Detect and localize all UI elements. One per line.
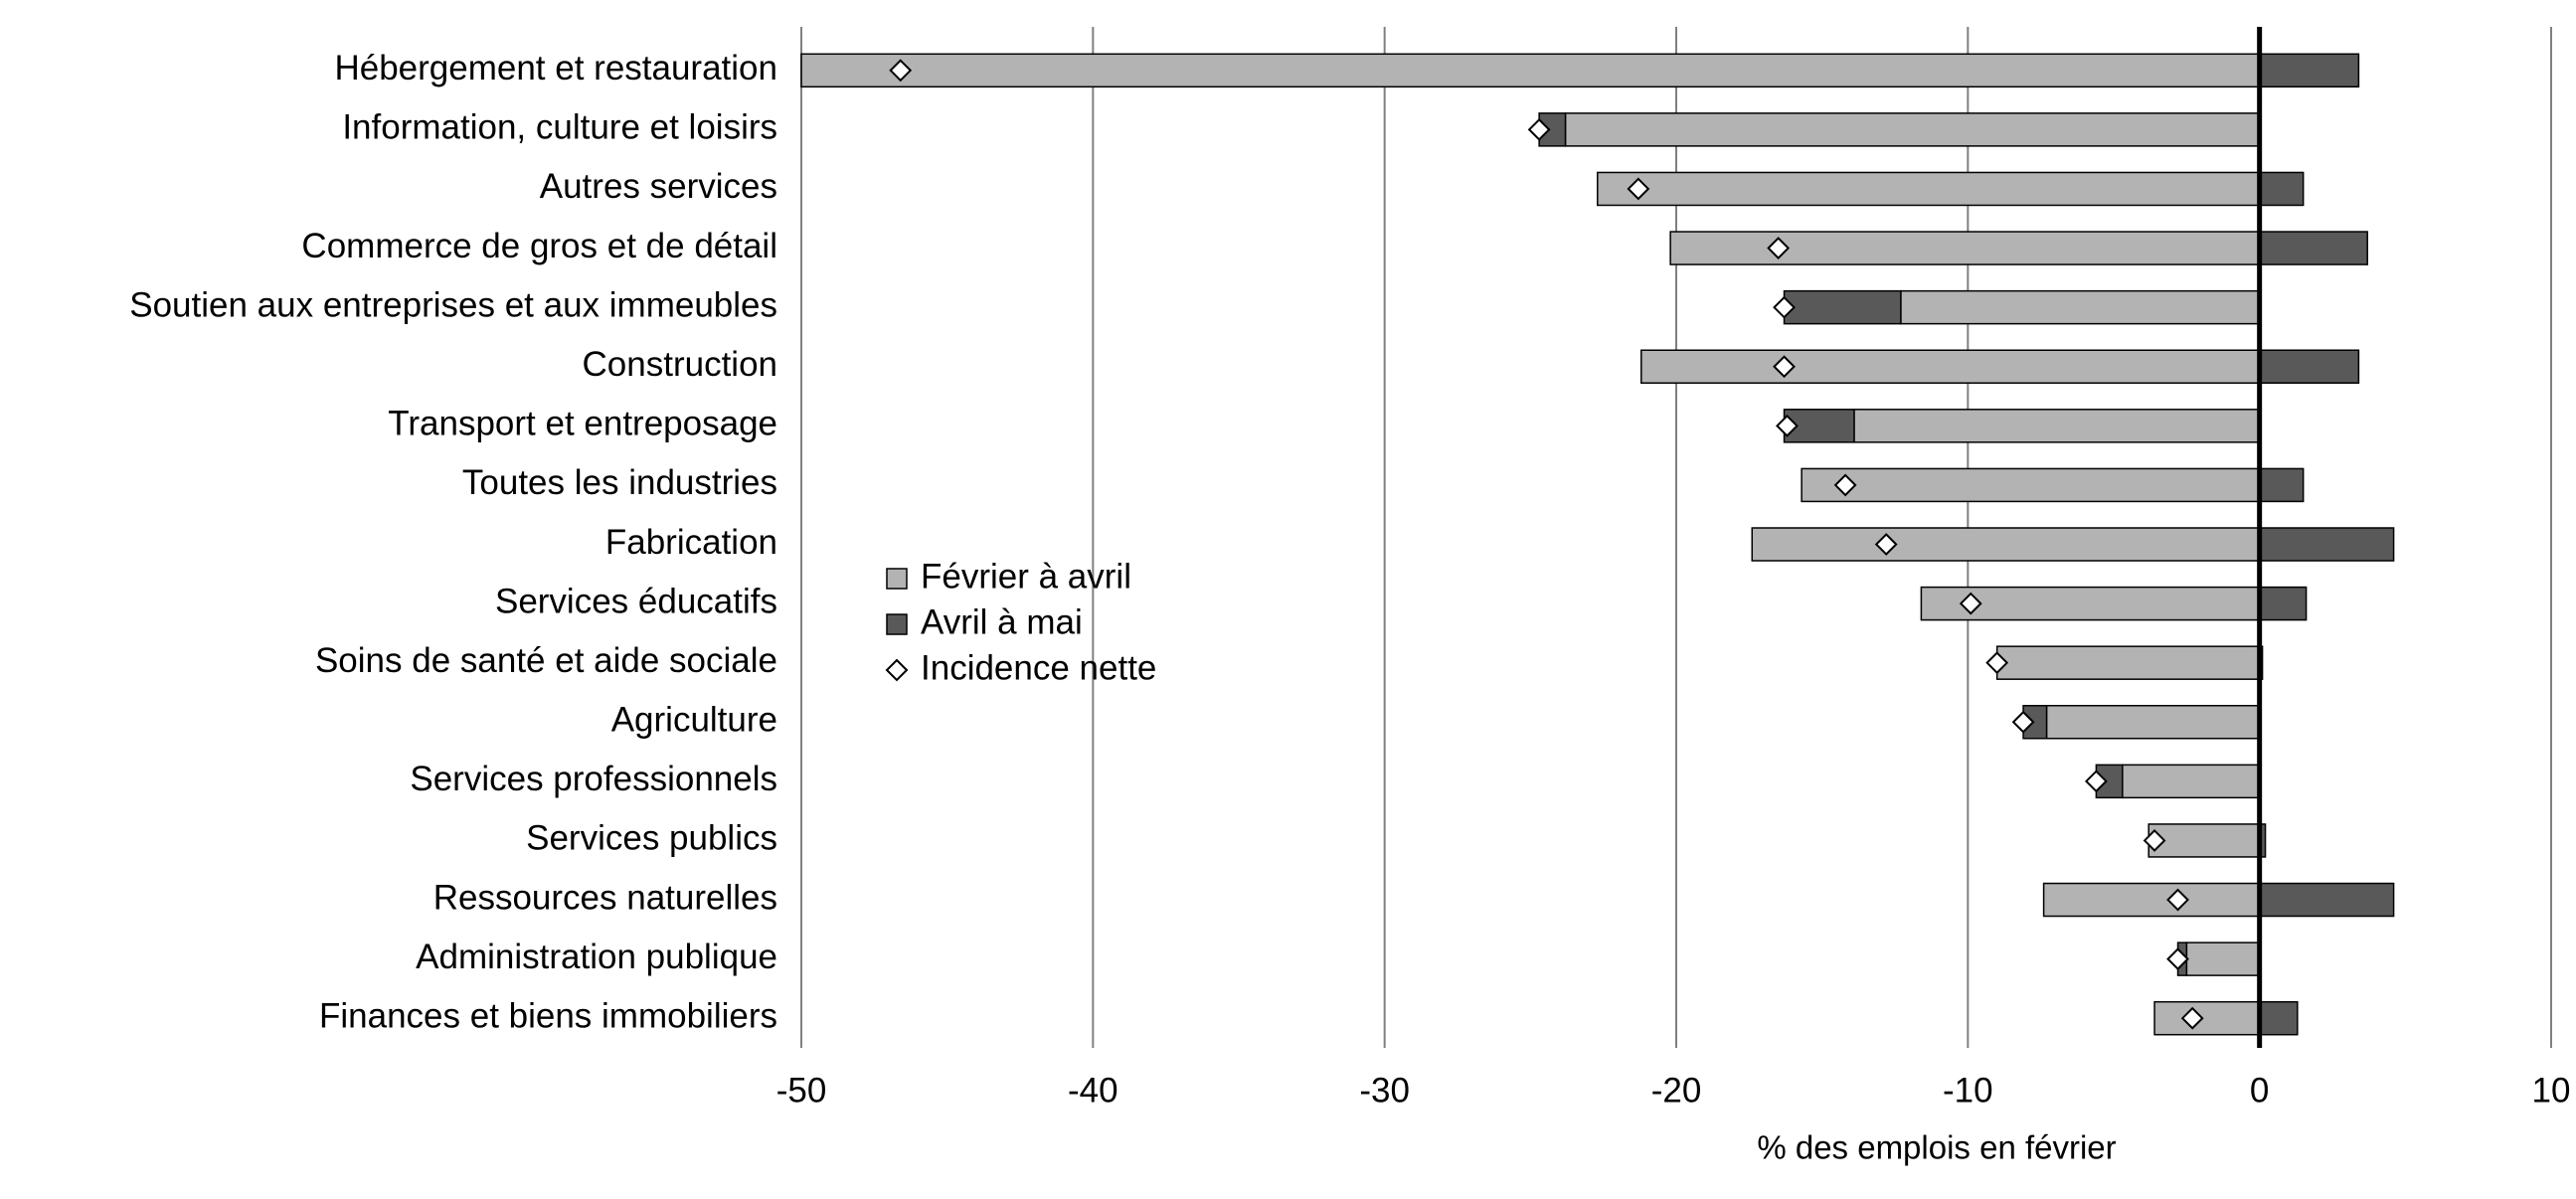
diamond-marker xyxy=(1773,355,1796,379)
diamond-marker xyxy=(889,59,913,83)
bar xyxy=(1751,527,2261,562)
bar xyxy=(2258,231,2368,265)
diamond-marker xyxy=(1527,117,1551,141)
x-axis-title: % des emplois en février xyxy=(1757,1129,2116,1166)
bar xyxy=(2122,764,2261,799)
y-tick-label: Information, culture et loisirs xyxy=(342,108,777,147)
bar xyxy=(2258,586,2308,621)
y-tick-label: Soutien aux entreprises et aux immeubles xyxy=(129,285,777,324)
bar xyxy=(1853,409,2261,443)
bar xyxy=(1669,231,2261,265)
y-tick-label: Services professionnels xyxy=(410,760,777,798)
x-tick-label: -40 xyxy=(1068,1071,1118,1110)
legend-swatch xyxy=(886,613,908,635)
bar xyxy=(1995,645,2261,680)
bar xyxy=(1564,112,2261,147)
bar xyxy=(2258,171,2305,207)
bar xyxy=(2153,1000,2261,1036)
diamond-marker xyxy=(1833,473,1857,497)
bar xyxy=(2045,705,2261,740)
bar xyxy=(2147,823,2261,858)
diamond-marker xyxy=(2143,829,2166,852)
bar xyxy=(2258,1000,2299,1036)
diamond-marker xyxy=(2166,947,2189,971)
legend-swatch xyxy=(886,568,908,590)
x-tick-label: 0 xyxy=(2250,1071,2269,1110)
legend-label: Avril à mai xyxy=(921,602,1083,641)
y-tick-label: Services publics xyxy=(526,819,777,858)
bar xyxy=(2258,349,2360,384)
bar xyxy=(1640,349,2261,384)
diamond-marker xyxy=(1767,237,1791,259)
x-tick-label: -50 xyxy=(776,1071,827,1110)
legend-label: Incidence nette xyxy=(921,648,1156,687)
diamond-marker xyxy=(1985,651,2009,675)
y-tick-label: Administration publique xyxy=(416,938,777,976)
y-tick-label: Transport et entreposage xyxy=(388,405,777,443)
y-tick-label: Hébergement et restauration xyxy=(334,49,777,87)
diamond-marker xyxy=(1773,295,1796,319)
y-tick-label: Construction xyxy=(583,345,777,384)
diamond-marker xyxy=(1776,414,1799,437)
diamond-marker xyxy=(1874,533,1898,556)
legend-marker xyxy=(885,658,909,682)
bar xyxy=(1900,289,2261,325)
bar xyxy=(1597,171,2261,207)
x-tick-label: -30 xyxy=(1359,1071,1410,1110)
bar xyxy=(800,53,2261,88)
y-tick-label: Autres services xyxy=(540,167,777,206)
y-tick-label: Soins de santé et aide sociale xyxy=(315,641,777,680)
diamond-marker xyxy=(2011,710,2035,734)
y-tick-label: Ressources naturelles xyxy=(433,878,777,917)
bar xyxy=(2185,942,2261,976)
bar xyxy=(2258,882,2395,918)
legend-label: Février à avril xyxy=(921,557,1131,596)
bar xyxy=(2258,467,2305,503)
bar xyxy=(2042,882,2261,918)
diamond-marker xyxy=(1959,592,1982,615)
y-tick-label: Finances et biens immobiliers xyxy=(319,996,777,1035)
y-tick-label: Commerce de gros et de détail xyxy=(301,227,777,265)
diamond-marker xyxy=(2084,770,2108,793)
y-tick-label: Services éducatifs xyxy=(495,582,777,620)
x-tick-label: -20 xyxy=(1651,1071,1702,1110)
bar xyxy=(1801,467,2261,503)
bar xyxy=(2258,53,2360,88)
bar xyxy=(1783,289,1902,325)
y-tick-label: Toutes les industries xyxy=(462,463,777,502)
x-tick-label: -10 xyxy=(1943,1071,1993,1110)
diamond-marker xyxy=(1627,177,1650,201)
diamond-marker xyxy=(2180,1006,2204,1030)
diamond-marker xyxy=(2166,888,2189,912)
y-tick-label: Fabrication xyxy=(605,523,777,562)
x-tick-label: 10 xyxy=(2532,1071,2571,1110)
y-tick-label: Agriculture xyxy=(611,701,777,740)
bar xyxy=(2258,527,2395,562)
